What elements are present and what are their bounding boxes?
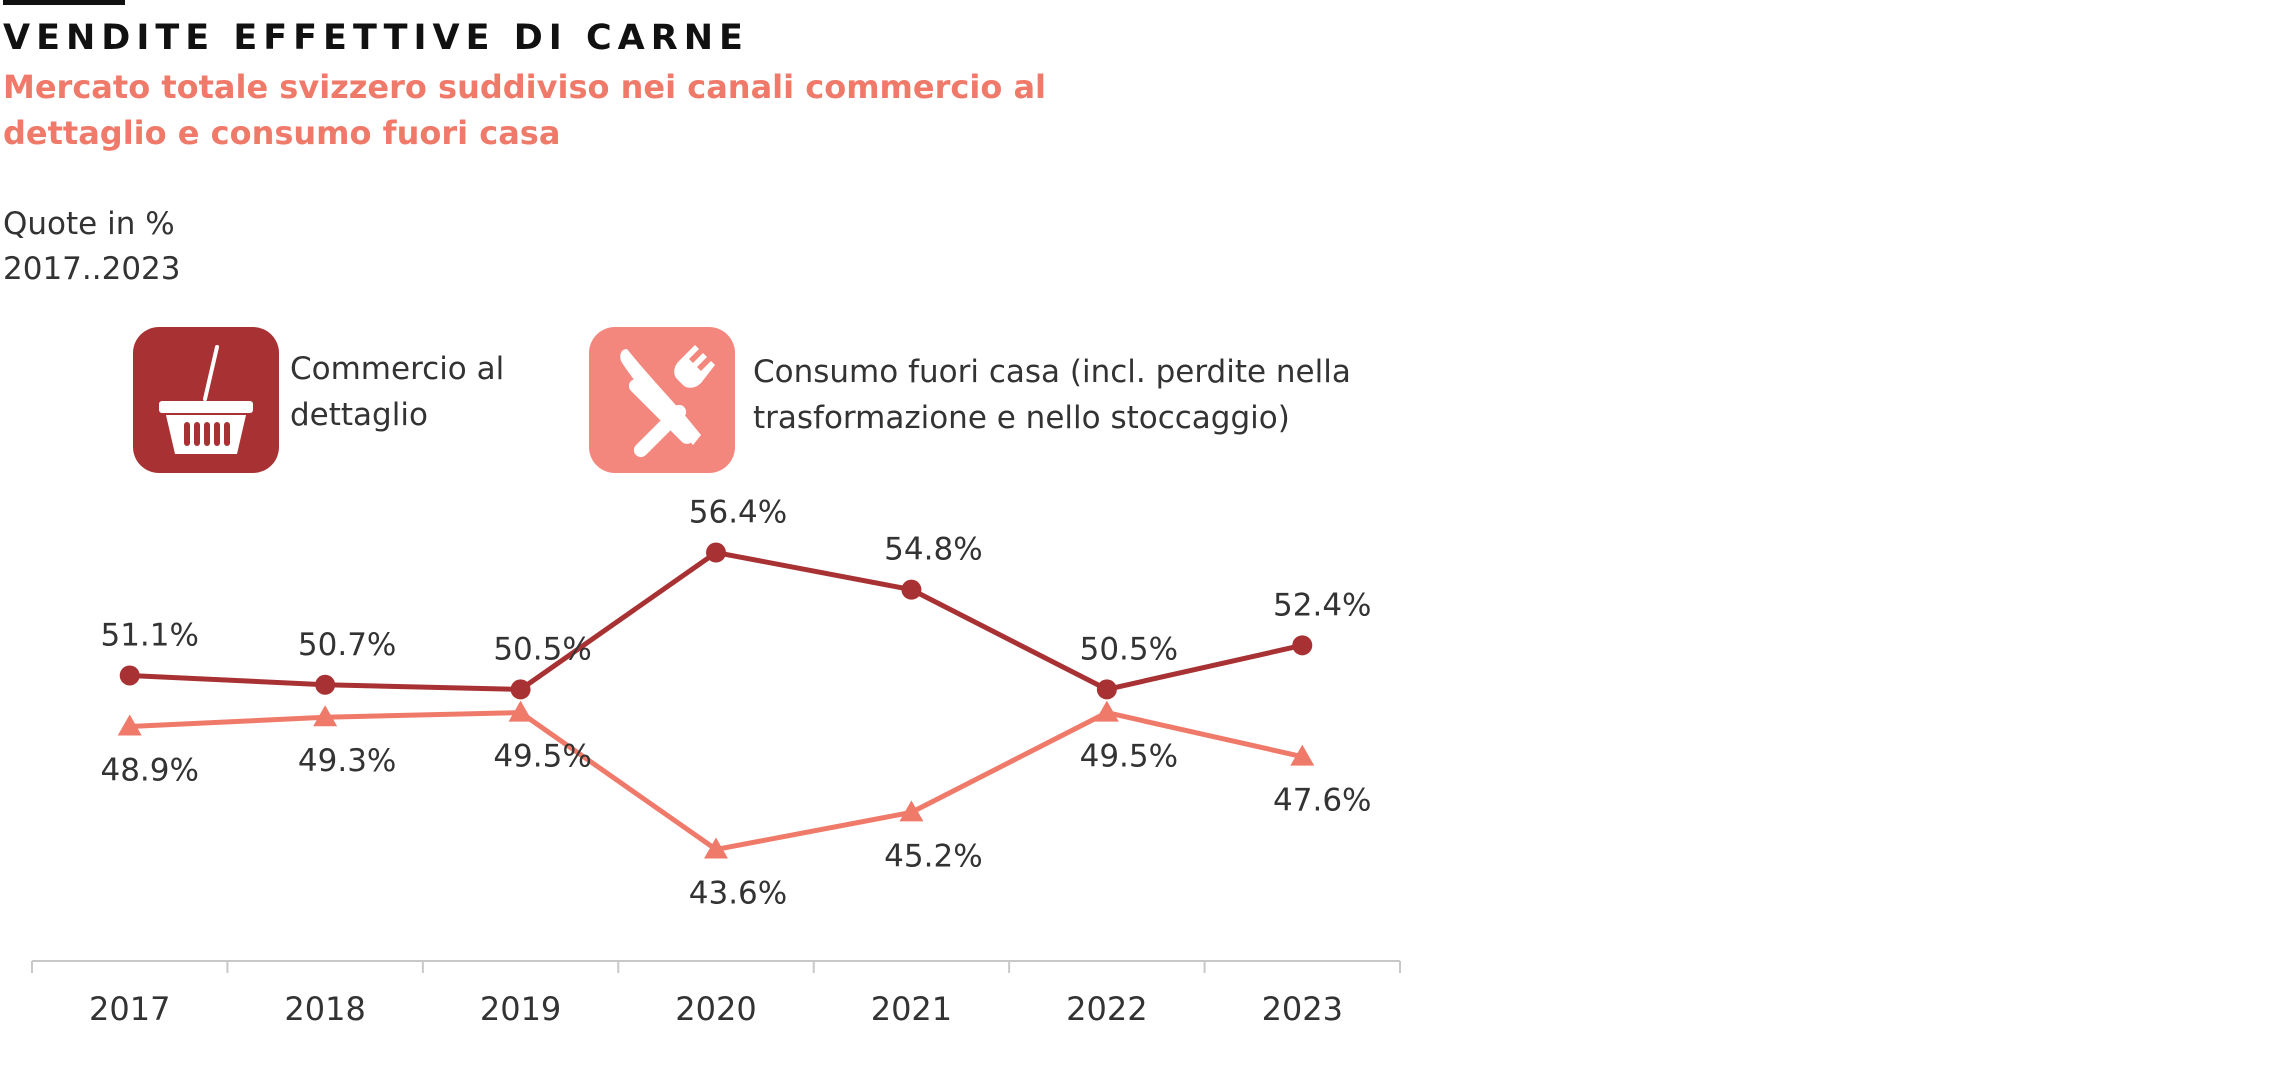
- legend-label-outofhome: Consumo fuori casa (incl. perdite nella …: [753, 354, 1351, 436]
- data-point-retail: [706, 542, 726, 563]
- legend-label-retail: Commercio al dettaglio: [290, 351, 505, 433]
- data-point-outofhome: [704, 837, 728, 859]
- x-tick-label: 2020: [675, 990, 756, 1028]
- x-tick-label: 2017: [89, 990, 170, 1028]
- data-label: 51.1%: [100, 617, 198, 653]
- data-point-retail: [119, 665, 140, 686]
- unit-block: Quote in % 2017..2023: [3, 202, 181, 292]
- knife-fork-icon: [589, 327, 735, 473]
- chart-subtitle: Mercato totale svizzero suddiviso nei ca…: [3, 68, 1046, 152]
- x-tick-label: 2018: [284, 990, 365, 1028]
- data-point-retail: [510, 679, 531, 700]
- data-point-retail: [901, 579, 922, 600]
- data-label: 47.6%: [1273, 783, 1371, 819]
- data-point-outofhome: [313, 705, 338, 727]
- data-point-retail: [1292, 635, 1313, 656]
- data-point-outofhome: [1094, 700, 1119, 722]
- data-label: 56.4%: [689, 495, 787, 531]
- period-label: 2017..2023: [3, 251, 181, 287]
- chart-title: VENDITE EFFETTIVE DI CARNE: [3, 18, 749, 58]
- x-tick-label: 2022: [1066, 990, 1147, 1028]
- x-tick-label: 2023: [1262, 990, 1343, 1028]
- x-tick-label: 2019: [480, 990, 561, 1028]
- series-line-retail: [129, 550, 1303, 692]
- unit-label: Quote in %: [3, 206, 175, 242]
- data-label: 49.5%: [1080, 739, 1178, 775]
- x-tick-label: 2021: [871, 990, 952, 1028]
- top-rule: [3, 0, 125, 5]
- data-point-outofhome: [117, 714, 142, 736]
- data-label: 49.3%: [298, 743, 396, 779]
- data-label: 50.5%: [493, 631, 591, 667]
- data-point-outofhome: [508, 700, 533, 722]
- data-label: 50.7%: [298, 627, 396, 663]
- data-label: 45.2%: [884, 838, 982, 874]
- data-label: 50.5%: [1080, 631, 1178, 667]
- data-label: 52.4%: [1273, 587, 1371, 623]
- data-point-outofhome: [1290, 744, 1315, 766]
- data-label: 49.5%: [493, 739, 591, 775]
- data-point-retail: [1096, 679, 1117, 700]
- data-label: 43.6%: [689, 875, 787, 911]
- data-label: 48.9%: [100, 753, 198, 789]
- shopping-basket-icon: [133, 327, 279, 473]
- data-point-outofhome: [899, 800, 924, 822]
- series-line-outofhome: [129, 710, 1303, 852]
- data-label: 54.8%: [884, 532, 982, 568]
- data-point-retail: [315, 674, 336, 695]
